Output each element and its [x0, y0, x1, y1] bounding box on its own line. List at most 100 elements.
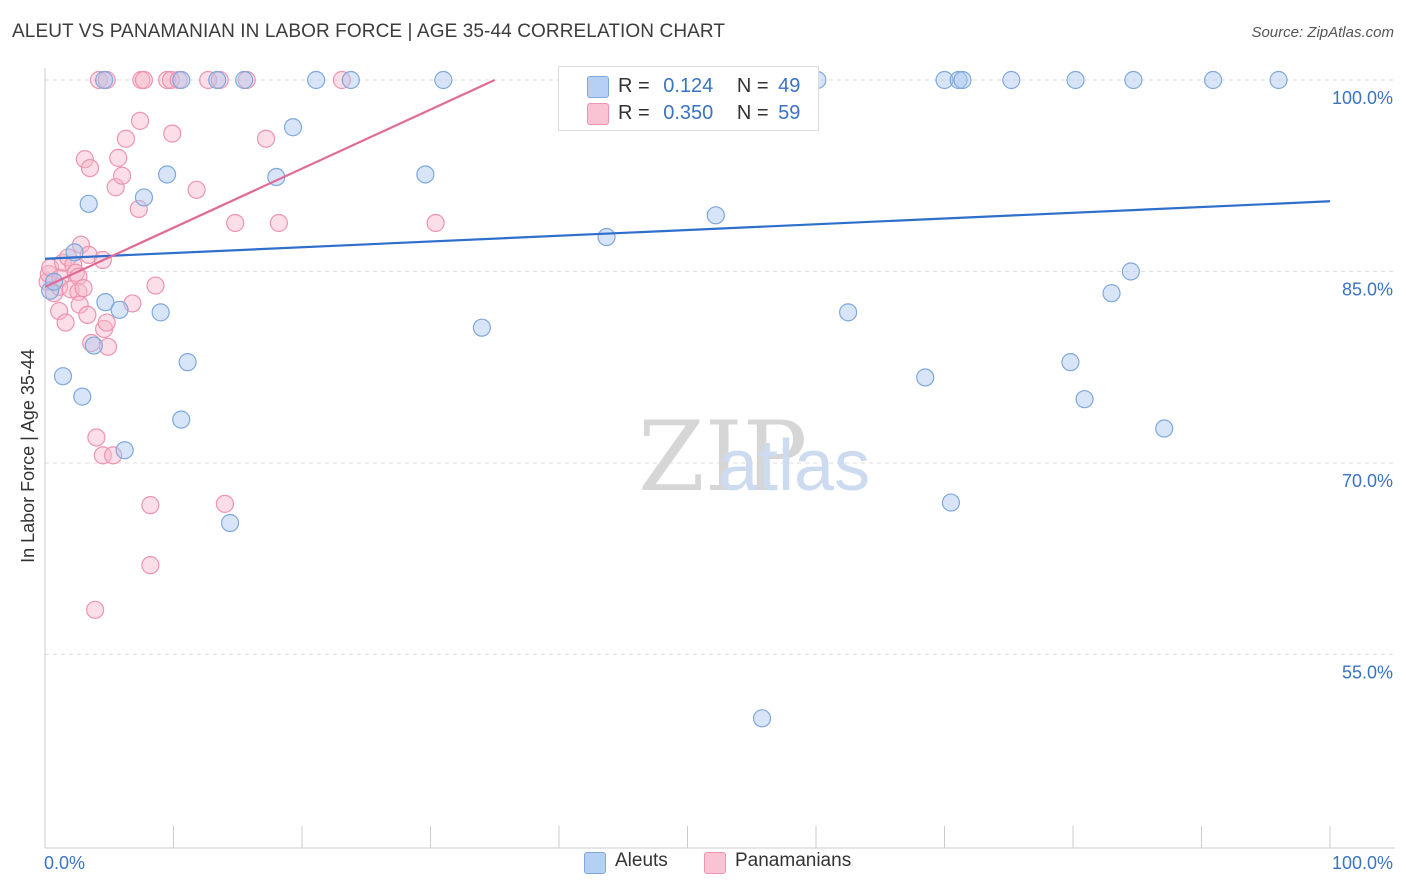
panamanian-point-20	[79, 245, 98, 265]
panamanian-trend-line	[44, 79, 496, 288]
panamanian-point-42	[141, 496, 160, 515]
aleut-point-27	[597, 227, 616, 247]
aleut-point-41	[1075, 390, 1094, 409]
aleut-point-3	[73, 387, 92, 406]
aleut-point-39	[1061, 353, 1080, 372]
panamanian-point-58	[426, 213, 445, 233]
panamanian-point-39	[130, 111, 150, 130]
panamanian-point-21	[80, 158, 100, 178]
aleut-point-20	[283, 118, 303, 137]
panamanian-point-19	[78, 305, 97, 325]
panamanian-point-47	[163, 124, 182, 143]
bottom-legend-swatch-aleuts	[584, 852, 606, 874]
aleut-point-28	[706, 206, 725, 225]
panamanian-point-35	[112, 166, 132, 185]
panamanian-point-52	[215, 494, 234, 513]
panamanian-point-27	[93, 446, 112, 465]
aleut-point-35	[941, 493, 961, 512]
aleut-point-1	[53, 367, 73, 386]
aleut-point-44	[1121, 262, 1140, 281]
panamanian-point-24	[87, 428, 106, 447]
panamanian-point-44	[146, 276, 165, 295]
aleut-point-36	[949, 70, 968, 90]
panamanian-point-56	[269, 213, 288, 233]
y-tick-label-0: 100.0%	[1332, 88, 1393, 108]
panamanian-point-38	[129, 199, 148, 219]
aleut-point-46	[1203, 70, 1223, 90]
legend-swatch-aleuts	[587, 76, 609, 98]
aleut-point-11	[151, 303, 170, 322]
panamanian-point-8	[56, 313, 75, 332]
legend-row-panamanians: R = 0.350 N = 59	[618, 102, 801, 124]
aleut-point-4	[79, 194, 98, 213]
chart-title: ALEUT VS PANAMANIAN IN LABOR FORCE | AGE…	[12, 21, 726, 42]
y-axis-label: In Labor Force | Age 35-44	[18, 349, 38, 563]
panamanian-point-31	[98, 337, 118, 356]
y-tick-label-3: 55.0%	[1342, 663, 1393, 683]
panamanian-point-23	[86, 600, 105, 619]
aleut-point-14	[172, 410, 191, 429]
panamanian-point-18	[74, 278, 93, 298]
panamanian-point-29	[97, 313, 116, 332]
x-tick-label-0: 0.0%	[44, 853, 85, 873]
aleut-point-6	[95, 70, 114, 90]
panamanian-point-17	[75, 150, 94, 169]
aleut-point-47	[1269, 70, 1288, 90]
bottom-legend-aleuts: Aleuts	[615, 850, 668, 871]
aleut-point-42	[1102, 284, 1121, 303]
panamanian-point-32	[104, 446, 123, 465]
panamanian-point-34	[109, 148, 128, 167]
aleut-point-37	[953, 70, 972, 90]
aleut-point-32	[839, 303, 858, 322]
panamanian-point-55	[256, 129, 276, 148]
gridlines	[45, 79, 1395, 655]
aleut-point-17	[220, 513, 240, 533]
aleut-point-7	[96, 293, 115, 312]
panamanian-points	[38, 70, 445, 619]
watermark: ZIP atlas	[638, 401, 870, 513]
aleut-point-40	[1066, 70, 1085, 90]
legend-swatch-panamanians	[587, 103, 609, 125]
aleut-point-21	[307, 70, 326, 90]
bottom-legend-swatch-panamanians	[704, 852, 726, 874]
source-label: Source: ZipAtlas.com	[1251, 24, 1394, 41]
panamanian-point-49	[187, 180, 206, 199]
aleut-point-8	[110, 300, 129, 319]
legend-box: R = 0.124 N = 49 R = 0.350 N = 59	[558, 66, 819, 131]
aleut-points	[41, 70, 1288, 728]
axes	[44, 68, 1395, 849]
watermark-atlas: atlas	[718, 426, 870, 506]
aleut-point-18	[235, 70, 254, 90]
aleut-point-23	[416, 165, 435, 184]
panamanian-point-25	[89, 70, 109, 90]
y-tick-label-1: 85.0%	[1342, 280, 1393, 300]
panamanian-point-53	[226, 213, 245, 233]
y-tick-label-2: 70.0%	[1342, 471, 1393, 491]
panamanian-point-33	[106, 178, 125, 197]
aleut-point-10	[134, 188, 154, 207]
bottom-legend-panamanians: Panamanians	[735, 850, 852, 871]
panamanian-point-36	[116, 129, 136, 148]
aleut-point-29	[752, 709, 772, 728]
aleut-point-16	[208, 70, 227, 90]
aleut-point-34	[935, 70, 954, 90]
panamanian-point-43	[141, 556, 160, 575]
tick-labels: 100.0% 85.0% 70.0% 55.0% 0.0% 100.0%	[44, 88, 1393, 873]
aleut-point-33	[916, 368, 935, 387]
aleut-point-22	[341, 70, 360, 90]
aleut-point-43	[1124, 70, 1143, 90]
aleut-point-25	[472, 318, 491, 337]
trend-lines	[44, 79, 1331, 288]
aleut-point-13	[172, 70, 191, 90]
aleut-point-45	[1155, 419, 1174, 438]
x-tick-label-1: 100.0%	[1332, 853, 1393, 873]
aleut-point-15	[178, 353, 197, 372]
aleut-point-5	[84, 336, 103, 355]
aleut-point-9	[115, 441, 134, 460]
aleut-point-12	[157, 165, 177, 184]
watermark-zip: ZIP	[638, 401, 807, 513]
aleut-point-24	[434, 70, 453, 90]
aleut-trend-line	[44, 200, 1331, 260]
panamanian-point-5	[50, 301, 69, 321]
